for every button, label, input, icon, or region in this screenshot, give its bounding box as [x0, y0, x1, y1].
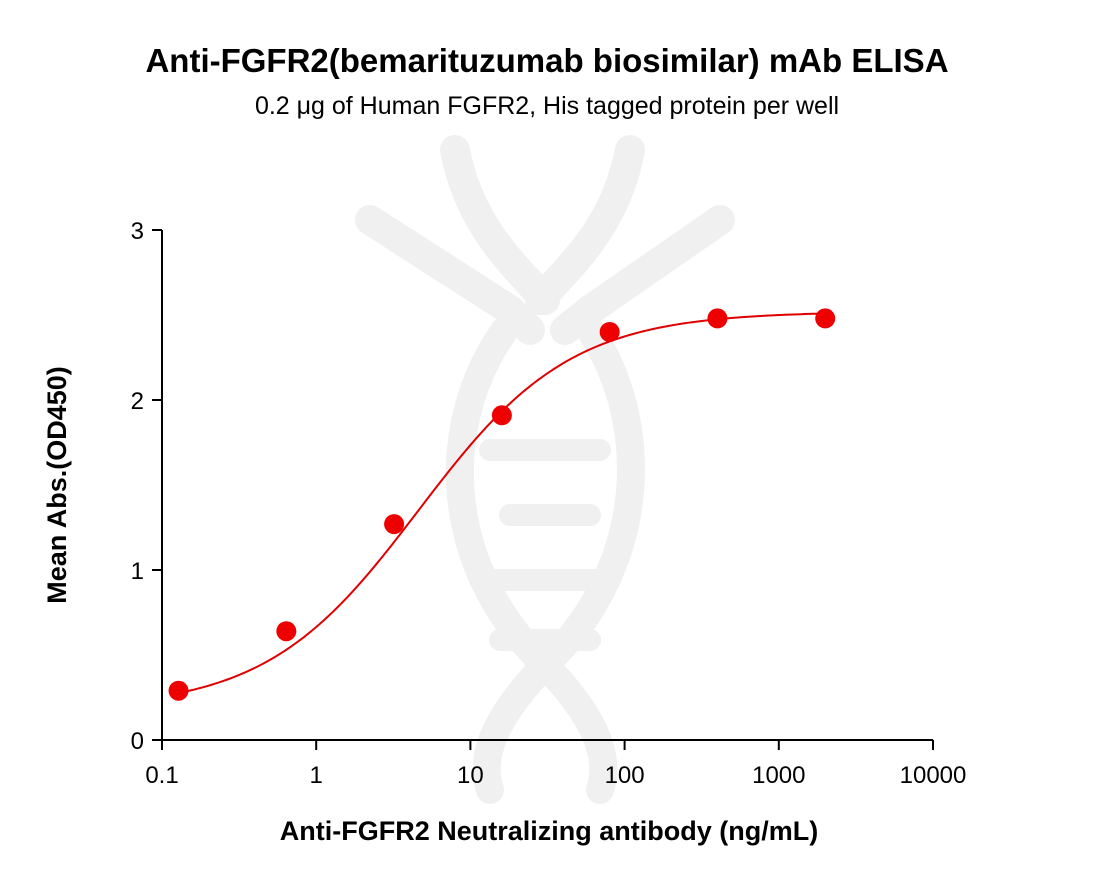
data-point-6 [815, 308, 836, 329]
x-tick-label-4: 1000 [752, 762, 805, 789]
x-tick-label-2: 10 [457, 762, 484, 789]
y-tick-label-2: 2 [131, 388, 144, 415]
x-tick-label-1: 1 [310, 762, 323, 789]
ticks: 0.1 1 10 100 1000 10000 0 1 2 3 [131, 218, 967, 789]
x-tick-label-5: 10000 [900, 762, 967, 789]
data-point-1 [276, 621, 297, 642]
y-tick-label-1: 1 [131, 558, 144, 585]
x-tick-label-0: 0.1 [145, 762, 178, 789]
data-point-5 [707, 308, 728, 329]
watermark-logo [355, 135, 735, 804]
y-tick-label-3: 3 [131, 218, 144, 245]
y-tick-label-0: 0 [131, 728, 144, 755]
data-points [168, 308, 836, 701]
y-axis-label: Mean Abs.(OD450) [42, 366, 72, 604]
x-tick-label-3: 100 [605, 762, 645, 789]
data-point-4 [599, 322, 620, 342]
axes [161, 230, 933, 741]
chart-subtitle: 0.2 μg of Human FGFR2, His tagged protei… [255, 92, 839, 120]
data-point-0 [168, 680, 189, 701]
x-axis-label: Anti-FGFR2 Neutralizing antibody (ng/mL) [280, 816, 818, 846]
data-point-2 [384, 514, 405, 535]
data-point-3 [491, 405, 512, 426]
chart-title: Anti-FGFR2(bemarituzumab biosimilar) mAb… [145, 42, 948, 79]
